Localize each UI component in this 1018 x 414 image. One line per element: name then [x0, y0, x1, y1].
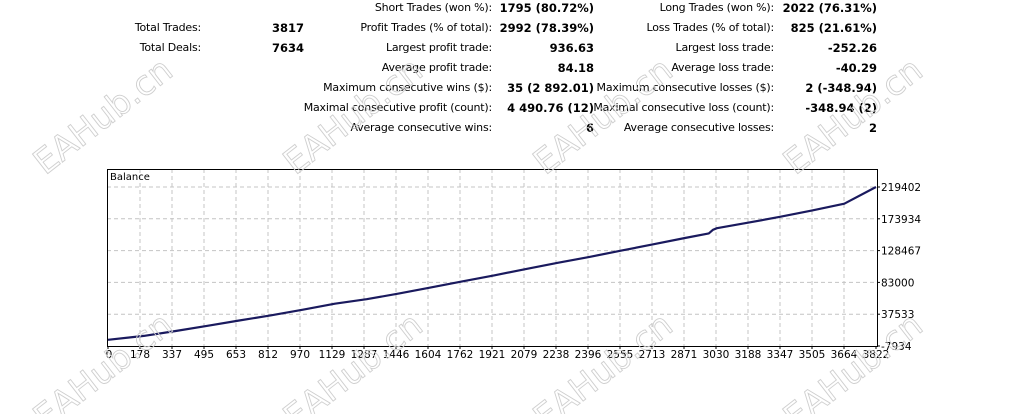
- right-value: -252.26: [827, 41, 877, 55]
- middle-label: Profit Trades (% of total):: [360, 21, 492, 34]
- chart-title: Balance: [110, 172, 150, 183]
- x-tick-label: 812: [258, 349, 278, 361]
- right-label: Maximal consecutive loss (count):: [593, 101, 774, 114]
- x-tick-label: 3505: [799, 349, 826, 361]
- x-tick-label: 1921: [479, 349, 506, 361]
- right-label: Largest loss trade:: [675, 41, 775, 54]
- middle-value: 936.63: [549, 41, 594, 55]
- middle-value: 2992 (78.39%): [499, 21, 594, 35]
- right-label: Long Trades (won %):: [659, 1, 775, 14]
- x-tick-label: 2871: [671, 349, 698, 361]
- x-tick-label: 3188: [735, 349, 762, 361]
- y-tick-label: 83000: [881, 277, 914, 289]
- right-label: Maximum consecutive losses ($):: [596, 81, 775, 94]
- x-tick-label: 2396: [575, 349, 602, 361]
- right-label: Average consecutive losses:: [623, 121, 774, 134]
- x-tick-label: 495: [194, 349, 214, 361]
- watermark: EAHub.cn: [526, 50, 680, 183]
- right-value: 825 (21.61%): [790, 21, 877, 35]
- y-tick-label: 173934: [881, 214, 921, 226]
- middle-label: Average profit trade:: [381, 61, 492, 74]
- middle-label: Average consecutive wins:: [350, 121, 492, 134]
- x-tick-label: 1762: [447, 349, 474, 361]
- right-value: -348.94 (2): [805, 101, 877, 115]
- middle-value: 35 (2 892.01): [507, 81, 594, 95]
- left-value: 3817: [271, 21, 304, 35]
- x-tick-label: 3030: [703, 349, 730, 361]
- x-tick-label: 1604: [415, 349, 442, 361]
- x-tick-label: 3347: [767, 349, 794, 361]
- y-tick-label: 128467: [881, 246, 921, 258]
- x-tick-label: 178: [130, 349, 150, 361]
- right-value: 2022 (76.31%): [782, 1, 877, 15]
- chart-frame: [107, 169, 878, 347]
- left-label: Total Trades:: [134, 21, 201, 34]
- middle-label: Maximal consecutive profit (count):: [303, 101, 492, 114]
- x-tick-label: 3822: [863, 349, 890, 361]
- x-tick-label: 653: [226, 349, 246, 361]
- x-tick-label: 970: [290, 349, 310, 361]
- y-tick-label: -7934: [881, 341, 912, 353]
- watermark: EAHub.cn: [776, 50, 930, 183]
- right-value: 2: [868, 121, 877, 135]
- middle-label: Short Trades (won %):: [374, 1, 492, 14]
- middle-value: 1795 (80.72%): [499, 1, 594, 15]
- x-tick-label: 1446: [383, 349, 410, 361]
- right-label: Average loss trade:: [671, 61, 774, 74]
- right-value: -40.29: [835, 61, 877, 75]
- right-value: 2 (-348.94): [805, 81, 877, 95]
- x-tick-label: 1129: [319, 349, 346, 361]
- x-tick-label: 2713: [639, 349, 666, 361]
- left-value: 7634: [271, 41, 304, 55]
- x-tick-label: 2079: [511, 349, 538, 361]
- x-tick-label: 2238: [543, 349, 570, 361]
- x-tick-label: 1287: [351, 349, 378, 361]
- left-label: Total Deals:: [139, 41, 201, 54]
- middle-label: Maximum consecutive wins ($):: [323, 81, 492, 94]
- y-tick-label: 37533: [881, 309, 914, 321]
- balance-line: [107, 186, 877, 341]
- middle-value: 6: [585, 121, 594, 135]
- watermark: EAHub.cn: [26, 305, 180, 414]
- middle-label: Largest profit trade:: [385, 41, 492, 54]
- x-tick-label: 2555: [607, 349, 634, 361]
- y-tick-label: 219402: [881, 182, 921, 194]
- middle-value: 84.18: [557, 61, 594, 75]
- x-tick-label: 0: [106, 349, 113, 361]
- middle-value: 4 490.76 (12): [507, 101, 594, 115]
- right-label: Loss Trades (% of total):: [646, 21, 775, 34]
- watermark: EAHub.cn: [276, 50, 430, 183]
- watermark: EAHub.cn: [26, 50, 180, 183]
- x-tick-label: 3664: [831, 349, 858, 361]
- x-tick-label: 337: [162, 349, 182, 361]
